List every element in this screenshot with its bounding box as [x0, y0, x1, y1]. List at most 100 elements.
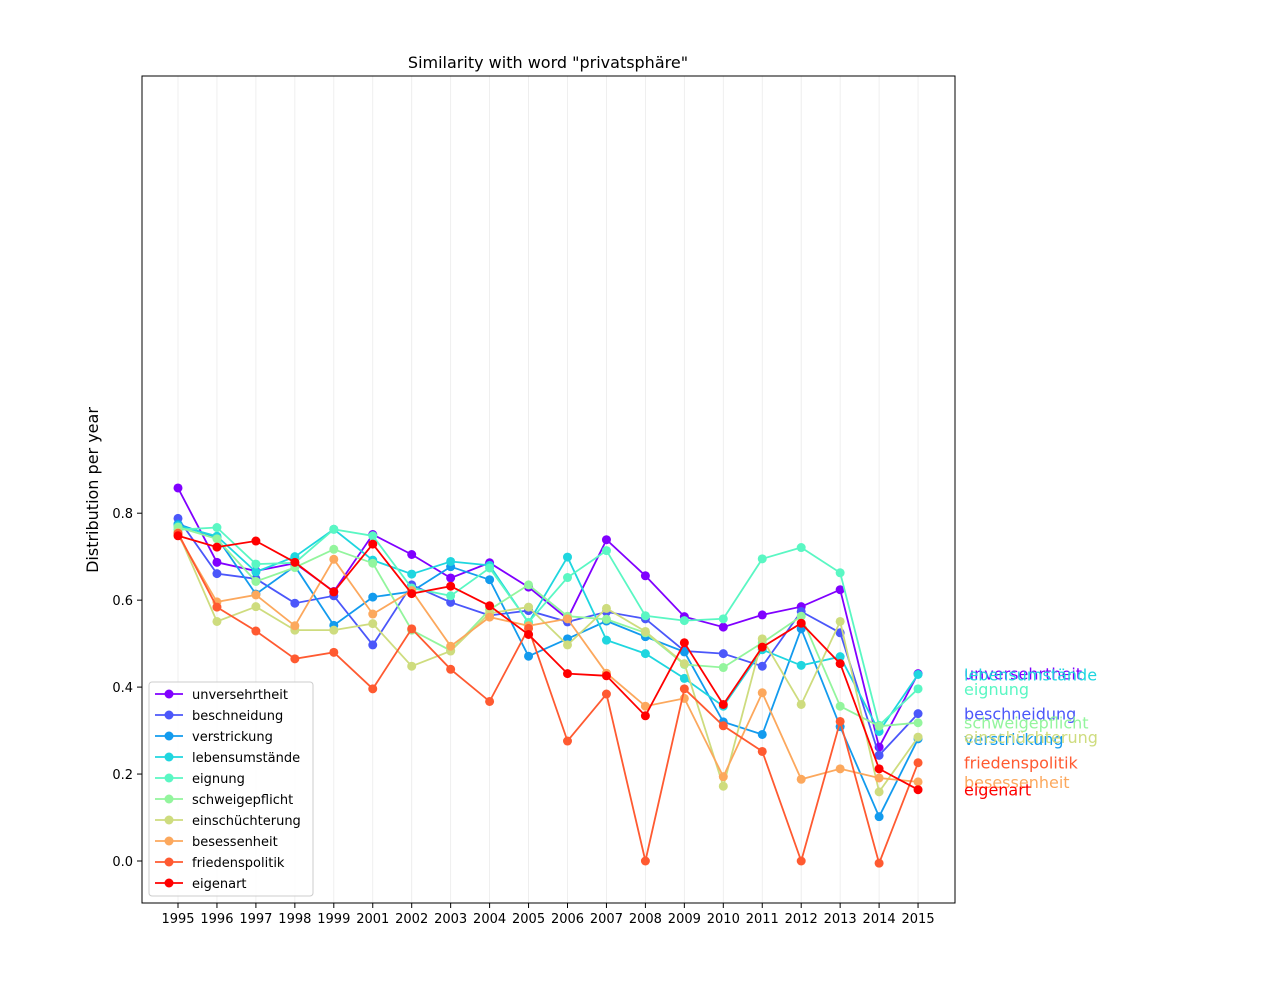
legend-swatch-marker — [164, 794, 174, 804]
data-point-friedenspolitik — [212, 602, 222, 612]
data-point-unversehrtheit — [407, 550, 417, 560]
data-point-besessenheit — [485, 612, 495, 622]
end-label-besessenheit: besessenheit — [964, 773, 1070, 792]
data-point-beschneidung — [757, 661, 767, 671]
data-point-friedenspolitik — [601, 689, 611, 699]
legend-swatch-marker — [164, 815, 174, 825]
data-point-eigenart — [290, 557, 300, 567]
data-point-eignung — [251, 559, 261, 569]
x-tick-label: 2003 — [434, 912, 467, 927]
data-point-eigenart — [679, 638, 689, 648]
data-point-beschneidung — [446, 597, 456, 607]
data-point-friedenspolitik — [563, 736, 572, 746]
data-point-eigenart — [718, 699, 728, 709]
data-point-eigenart — [835, 659, 845, 669]
data-point-eignung — [212, 523, 222, 533]
data-point-eigenart — [251, 536, 261, 546]
legend-swatch-marker — [164, 857, 174, 867]
series-line-besessenheit — [177, 534, 919, 783]
data-point-eigenart — [640, 711, 650, 721]
x-tick-label: 2007 — [590, 912, 623, 927]
data-point-besessenheit — [796, 774, 806, 784]
x-tick-label: 2006 — [551, 912, 584, 927]
data-point-schweigepflicht — [251, 576, 261, 586]
data-point-eignung — [485, 563, 495, 573]
legend-label: beschneidung — [192, 709, 283, 724]
data-point-eigenart — [368, 539, 378, 549]
data-point-friedenspolitik — [679, 684, 689, 694]
data-point-schweigepflicht — [524, 580, 534, 590]
data-point-besessenheit — [913, 777, 923, 787]
data-point-friedenspolitik — [718, 721, 728, 731]
data-point-unversehrtheit — [446, 573, 456, 583]
data-point-eignung — [913, 684, 923, 694]
data-point-schweigepflicht — [329, 544, 339, 554]
end-label-eigenart: eigenart — [964, 781, 1031, 800]
data-point-eignung — [757, 554, 767, 564]
y-tick-label: 0.8 — [112, 507, 133, 522]
data-point-einschüchterung — [329, 625, 339, 635]
x-tick-label: 2005 — [512, 912, 545, 927]
data-point-beschneidung — [874, 750, 884, 760]
series-line-lebensumstände — [177, 524, 919, 734]
legend-label: eignung — [192, 772, 245, 787]
data-point-einschüchterung — [874, 787, 884, 797]
data-point-eignung — [679, 616, 689, 626]
x-tick-label: 1999 — [317, 912, 350, 927]
legend-swatch-marker — [164, 752, 174, 762]
data-point-einschüchterung — [835, 616, 845, 626]
y-tick-label: 0.2 — [112, 768, 133, 783]
x-tick-label: 2008 — [629, 912, 662, 927]
plot-frame — [141, 75, 956, 904]
data-point-lebensumstände — [563, 552, 572, 562]
data-point-friedenspolitik — [368, 684, 378, 694]
data-point-verstrickung — [874, 812, 884, 822]
data-point-lebensumstände — [913, 669, 923, 679]
legend-swatch-marker — [164, 773, 174, 783]
data-point-unversehrtheit — [718, 622, 728, 632]
series-line-einschüchterung — [177, 531, 919, 795]
data-point-schweigepflicht — [874, 721, 884, 731]
legend-swatch-marker — [164, 878, 174, 888]
series-line-eigenart — [177, 534, 919, 791]
legend-swatch-marker — [164, 836, 174, 846]
y-tick-label: 0.6 — [112, 594, 133, 609]
data-point-lebensumstände — [251, 567, 261, 577]
legend-label: besessenheit — [192, 835, 278, 850]
data-point-eignung — [796, 543, 806, 553]
data-point-friedenspolitik — [290, 654, 300, 664]
end-label-unversehrtheit: unversehrtheit — [964, 665, 1082, 684]
data-point-eigenart — [446, 581, 456, 591]
end-labels: unversehrtheit beschneidung verstrickung le… — [964, 665, 1098, 800]
data-point-einschüchterung — [212, 616, 222, 626]
data-point-eigenart — [913, 785, 923, 795]
data-point-friedenspolitik — [796, 856, 806, 866]
x-tick-label: 2014 — [863, 912, 896, 927]
data-point-friedenspolitik — [329, 647, 339, 657]
data-point-schweigepflicht — [835, 701, 845, 711]
x-tick-label: 1995 — [161, 912, 194, 927]
end-label-schweigepflicht: schweigepflicht — [964, 714, 1089, 733]
data-point-eignung — [640, 611, 650, 621]
data-point-einschüchterung — [524, 602, 534, 612]
data-point-verstrickung — [368, 592, 378, 602]
data-point-eigenart — [757, 642, 767, 652]
data-point-besessenheit — [368, 609, 378, 619]
x-tick-label: 2009 — [668, 912, 701, 927]
end-label-einschüchterung: einschüchterung — [964, 728, 1098, 747]
data-point-besessenheit — [835, 764, 845, 774]
end-label-beschneidung: beschneidung — [964, 705, 1076, 724]
y-axis-label: Distribution per year — [83, 407, 102, 573]
data-point-besessenheit — [757, 688, 767, 698]
data-point-unversehrtheit — [173, 483, 183, 493]
data-point-unversehrtheit — [640, 571, 650, 581]
x-tick-label: 1996 — [200, 912, 233, 927]
legend-label: eigenart — [192, 877, 247, 892]
x-tick-label: 1998 — [278, 912, 311, 927]
data-point-beschneidung — [368, 640, 378, 650]
legend: unversehrtheit beschneidung verstrickung le… — [148, 681, 314, 897]
data-point-einschüchterung — [913, 732, 923, 742]
data-point-eigenart — [212, 542, 222, 552]
data-point-besessenheit — [329, 554, 339, 564]
